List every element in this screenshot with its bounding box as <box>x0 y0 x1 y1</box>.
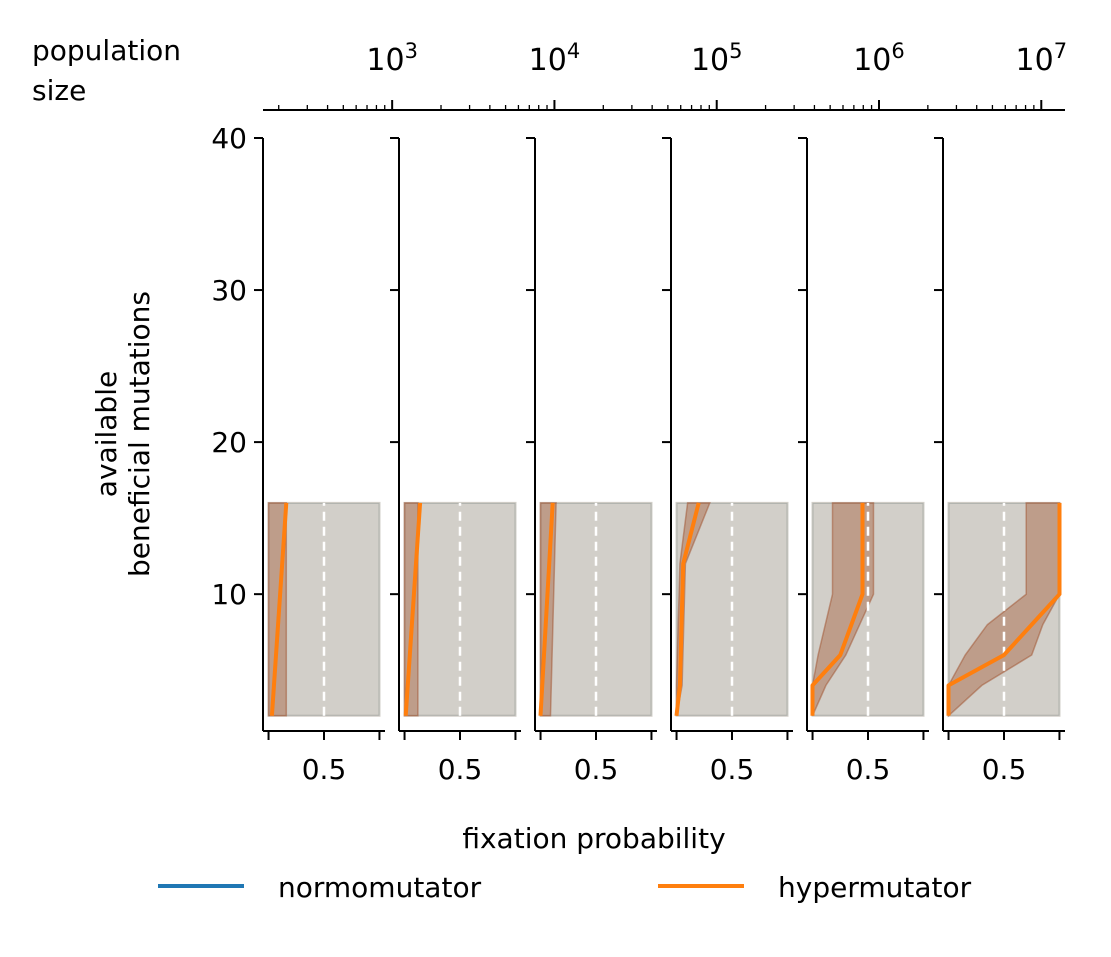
x-tick-label: 0.5 <box>846 753 891 786</box>
y-axis-label-line: available <box>90 371 123 497</box>
top-tick-exponent: 7 <box>1054 39 1067 63</box>
legend-item-hypermutator: hypermutator <box>658 871 972 904</box>
top-tick-exponent: 5 <box>729 39 742 63</box>
top-tick-label: 105 <box>691 39 743 78</box>
legend-label: hypermutator <box>778 871 972 904</box>
legend-label: normomutator <box>278 871 482 904</box>
legend: normomutator hypermutator <box>158 871 972 904</box>
y-tick-label: 10 <box>211 578 247 611</box>
hypermutator-ci-band <box>947 502 1061 718</box>
top-tick-exponent: 4 <box>567 39 580 63</box>
panel-3: 0.5 <box>526 137 657 786</box>
y-axis-label-line: beneficial mutations <box>123 291 156 577</box>
top-tick-base: 10 <box>366 43 404 78</box>
x-tick-label: 0.5 <box>438 753 483 786</box>
hypermutator-line <box>538 502 555 716</box>
top-tick-exponent: 6 <box>891 39 904 63</box>
y-tick-label: 30 <box>211 274 247 307</box>
y-tick-label: 40 <box>211 122 247 155</box>
panel-5: 0.5 <box>798 137 929 786</box>
top-tick-base: 10 <box>529 43 567 78</box>
population-size-axis: 103 104 105 106 107 <box>263 39 1068 111</box>
top-axis-label-line: size <box>32 74 86 107</box>
top-tick-label: 106 <box>853 39 905 78</box>
y-axis: 10 20 30 40 <box>211 122 247 611</box>
top-tick-label: 104 <box>529 39 581 78</box>
hypermutator-line <box>403 502 423 716</box>
panels: 0.5 0.5 0.5 0.5 0.5 0.5 <box>254 137 1065 786</box>
hypermutator-ci-band <box>811 502 875 717</box>
panel-1: 0.5 <box>254 137 385 786</box>
x-tick-label: 0.5 <box>574 753 619 786</box>
y-axis-label: availablebeneficial mutations <box>90 291 156 577</box>
hypermutator-line <box>946 502 1062 716</box>
panel-2: 0.5 <box>390 137 521 786</box>
panel-4: 0.5 <box>662 137 793 786</box>
top-tick-base: 10 <box>853 43 891 78</box>
y-axis-label-text: availablebeneficial mutations <box>90 291 156 577</box>
x-tick-label: 0.5 <box>302 753 347 786</box>
panel-6: 0.5 <box>934 137 1065 786</box>
top-axis-label-text: population size <box>32 34 181 107</box>
legend-item-normomutator: normomutator <box>158 871 482 904</box>
top-axis-label: population size <box>32 34 181 107</box>
hypermutator-line <box>674 502 701 717</box>
x-axis-label: fixation probability <box>462 822 725 855</box>
top-tick-label: 103 <box>366 39 418 78</box>
y-tick-label: 20 <box>211 426 247 459</box>
x-tick-label: 0.5 <box>982 753 1027 786</box>
top-axis-label-line: population <box>32 34 181 67</box>
x-tick-label: 0.5 <box>710 753 755 786</box>
hypermutator-line <box>269 502 289 716</box>
top-tick-exponent: 3 <box>405 39 418 63</box>
top-tick-base: 10 <box>1016 43 1054 78</box>
top-tick-label: 107 <box>1016 39 1068 78</box>
hypermutator-line <box>810 502 865 716</box>
top-tick-base: 10 <box>691 43 729 78</box>
